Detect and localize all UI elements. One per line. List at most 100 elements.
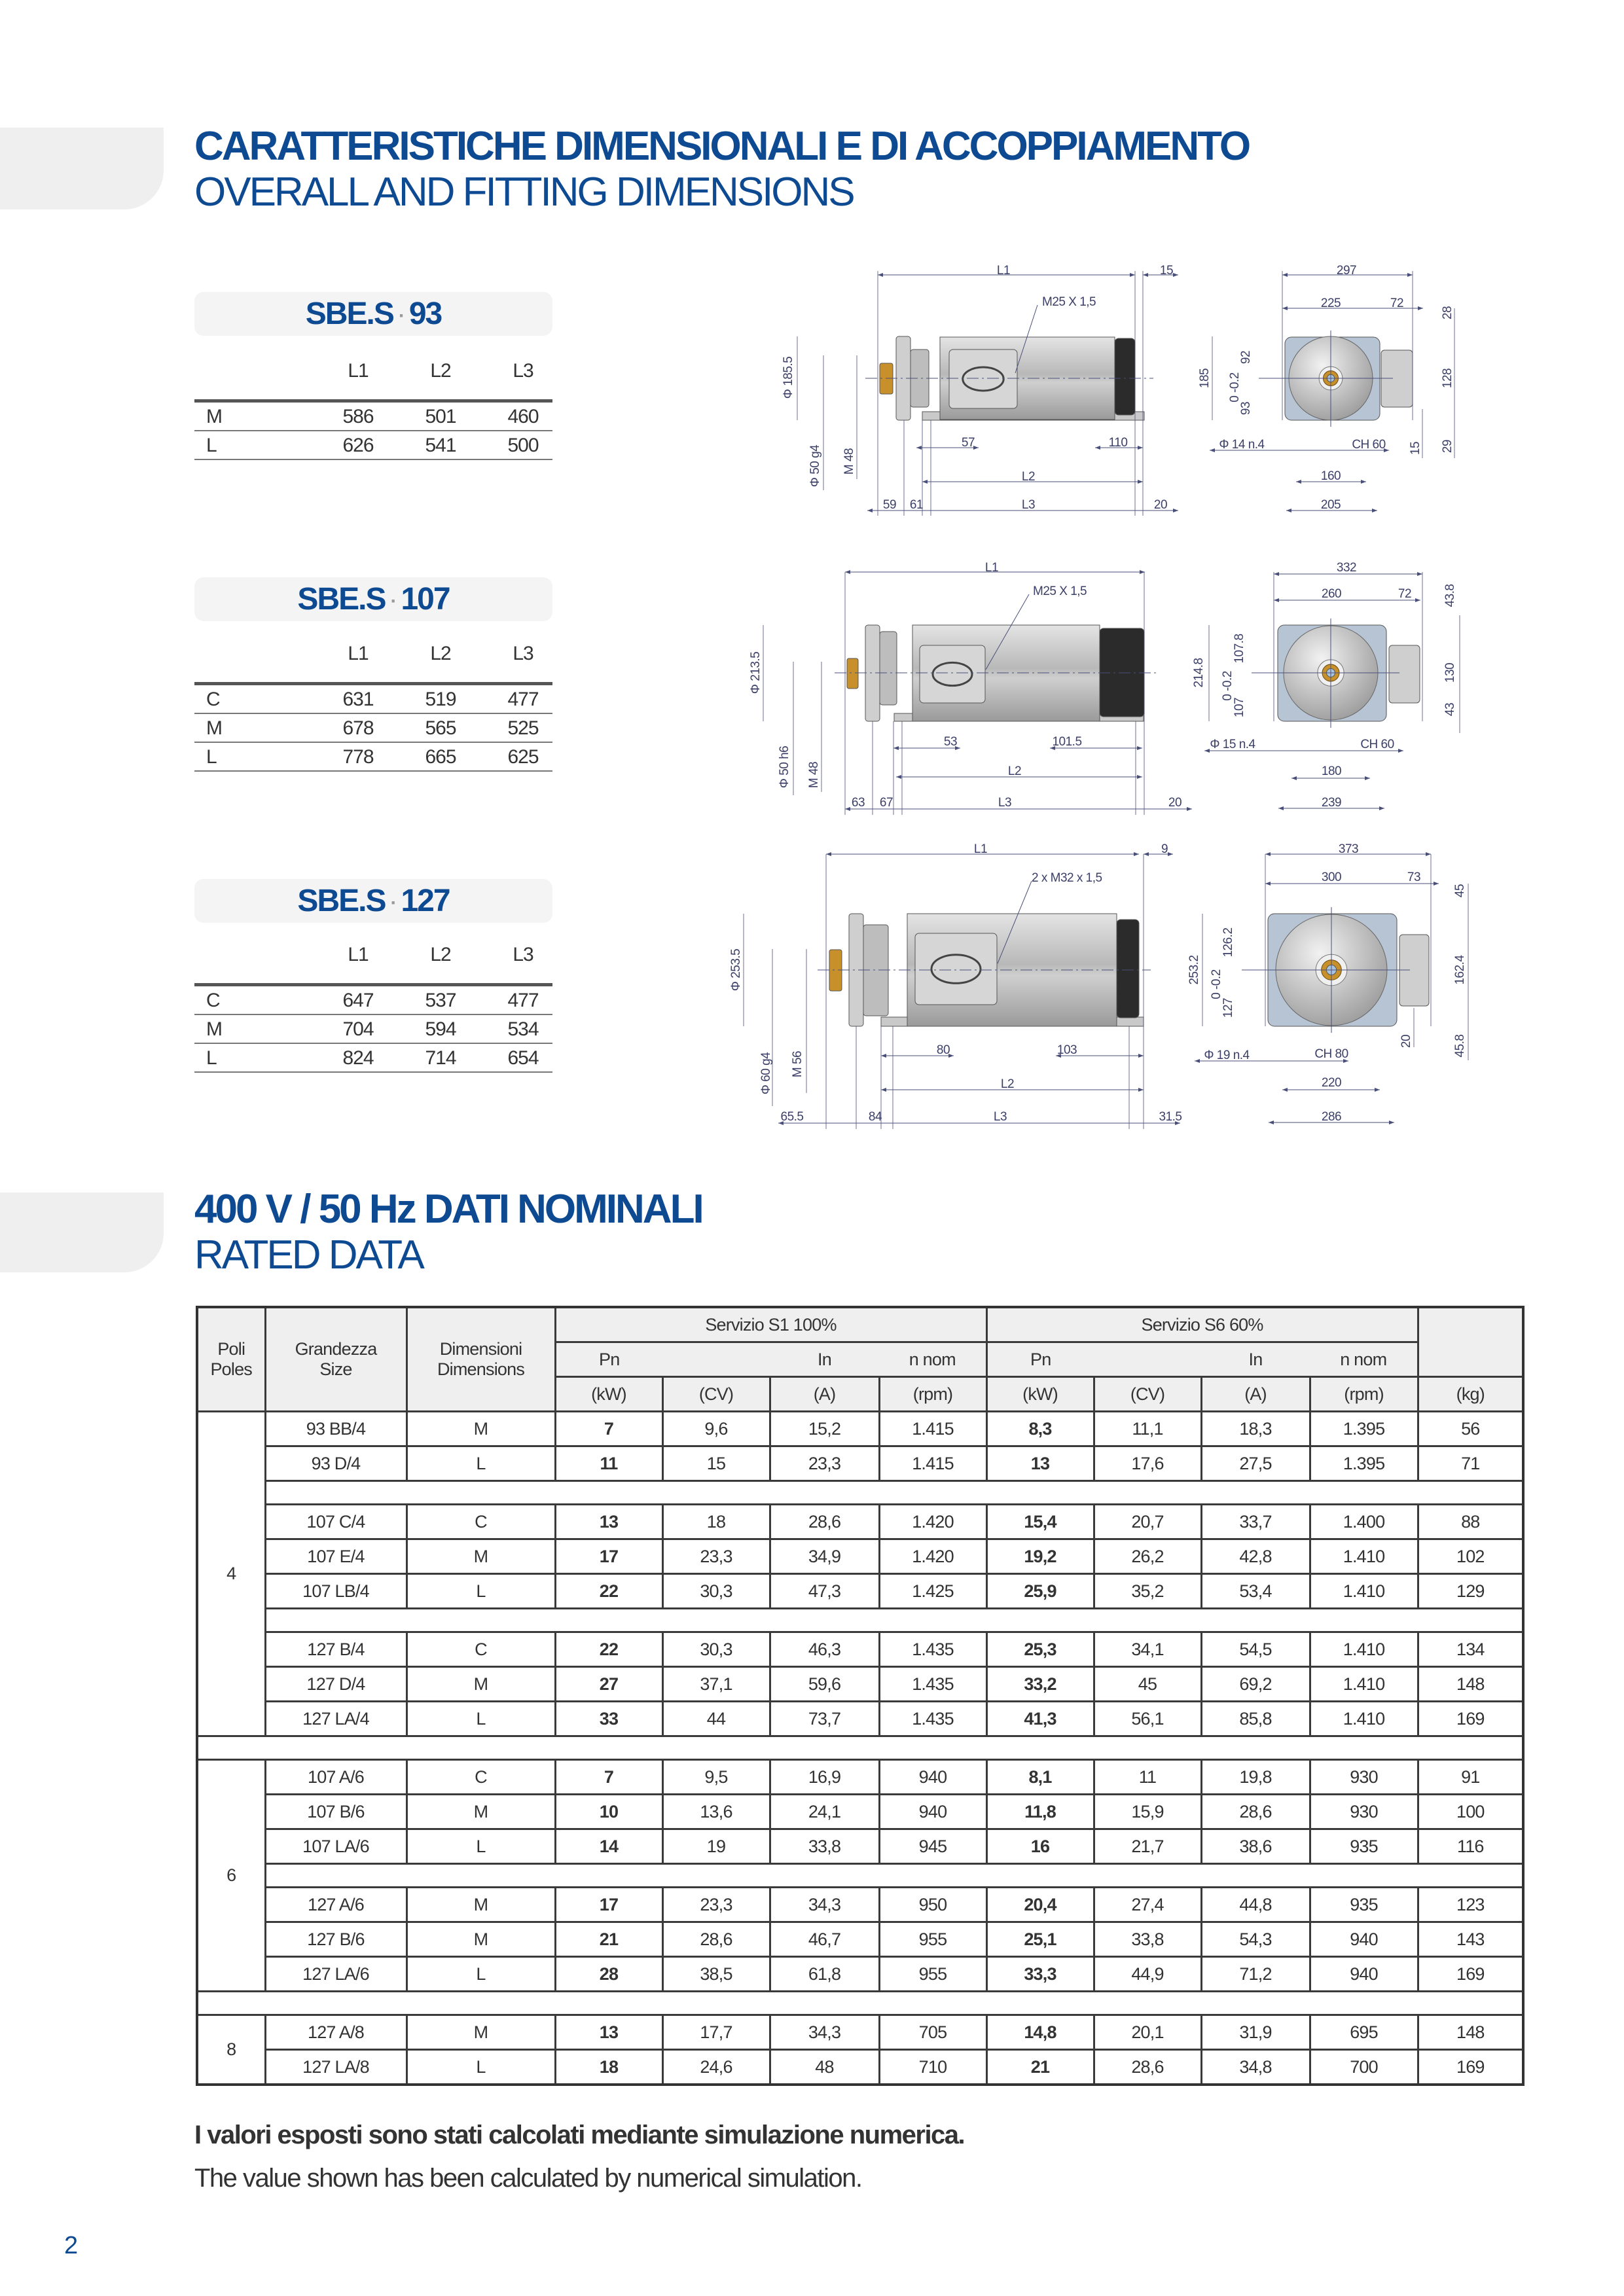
dimension-label-L2: L2 [1001, 1077, 1014, 1091]
block-spacer-row [197, 1480, 1525, 1505]
model-size: 127 [401, 884, 450, 918]
arrowhead [916, 446, 922, 450]
model-title-box: SBE.S · 93 [194, 292, 552, 336]
unit-header: (rpm) [878, 1376, 988, 1412]
s6-value-cell: 15,4 [985, 1503, 1095, 1540]
arrowhead [1407, 273, 1413, 277]
dimensions-title-en: OVERALL AND FITTING DIMENSIONS [194, 170, 856, 215]
table-row: 127 B/4 C 22 30,3 46,3 1.435 25,3 34,1 54,5 1.410… [197, 1631, 1525, 1668]
column-header: L2 [430, 360, 451, 382]
dimension-label-box-width: 72 [1390, 296, 1403, 310]
dimension-label-upper-height: 92 [1239, 351, 1253, 364]
s6-value-cell: 1.410 [1308, 1700, 1419, 1737]
table-cell: 704 [342, 1018, 374, 1040]
arrowhead [1140, 570, 1145, 574]
table-row: 107 LB/4 L 22 30,3 47,3 1.425 25,9 35,2 53,4 1.41… [197, 1573, 1525, 1609]
dimension-label-rear-gap: 20 [1168, 796, 1182, 810]
arrowhead [1134, 852, 1139, 856]
s1-value-cell: 13 [554, 1503, 664, 1540]
dimension-label-flange-len: 84 [869, 1110, 882, 1124]
s6-value-cell: 930 [1308, 1793, 1419, 1830]
s1-value-cell: 940 [878, 1793, 988, 1830]
dimension-cell: M [405, 1538, 556, 1575]
dimension-label-L2: L2 [1008, 764, 1021, 778]
dimension-label-foot-height: 29 [1441, 440, 1454, 453]
arrowhead [1175, 1121, 1180, 1125]
s6-value-cell: 21 [985, 2049, 1095, 2086]
model-prefix: SBE.S [297, 582, 386, 617]
arrowhead [1204, 749, 1210, 753]
s1-value-cell: 48 [768, 2049, 880, 2086]
s6-value-cell: 42,8 [1200, 1538, 1311, 1575]
arrowhead [1050, 746, 1055, 750]
s6-value-cell: 700 [1308, 2049, 1419, 2086]
s6-value-cell: 8,3 [985, 1410, 1095, 1447]
dimension-label-foot-height: 45.8 [1453, 1035, 1467, 1058]
size-cell: 127 A/6 [264, 1886, 408, 1923]
s6-value-cell: 19,2 [985, 1538, 1095, 1575]
dimension-cell: L [405, 1573, 556, 1609]
size-cell: 107 C/4 [264, 1503, 408, 1540]
arrowhead [1095, 446, 1100, 450]
column-header: L1 [348, 360, 369, 382]
row-label: M [206, 717, 223, 739]
s6-value-cell: 54,5 [1200, 1631, 1311, 1668]
arrowhead [1144, 852, 1149, 856]
row-label: L [206, 1047, 217, 1069]
s1-value-cell: 710 [878, 2049, 988, 2086]
dimension-cell: M [405, 1793, 556, 1830]
dimension-label-L3: L3 [994, 1110, 1007, 1124]
header-s1-in: In [770, 1341, 879, 1378]
arrowhead [1137, 746, 1142, 750]
s6-value-cell: 45 [1092, 1666, 1202, 1702]
column-header: L3 [513, 360, 533, 382]
s6-value-cell: 53,4 [1200, 1573, 1311, 1609]
table-row: 127 D/4 M 27 37,1 59,6 1.435 33,2 45 69,2 1.410 14… [197, 1666, 1525, 1702]
arrowhead [878, 273, 883, 277]
dimension-label-lower-height: 93 [1239, 402, 1253, 415]
dimension-label-box-width: 72 [1398, 587, 1411, 601]
size-cell: 127 A/8 [264, 2014, 408, 2051]
weight-cell: 148 [1416, 1666, 1525, 1702]
dimension-cell: M [405, 1666, 556, 1702]
s1-value-cell: 940 [878, 1759, 988, 1795]
s1-value-cell: 34,3 [768, 1886, 880, 1923]
dimension-label-box-top: 45 [1453, 884, 1467, 897]
dimension-cell: M [405, 1921, 556, 1958]
dimension-label-lower-height: 127 [1221, 998, 1235, 1018]
dimension-label-cable-thread: M25 X 1,5 [1033, 584, 1087, 598]
weight-cell: 88 [1416, 1503, 1525, 1540]
s6-value-cell: 33,2 [985, 1666, 1095, 1702]
dimension-label-flange-dia: Φ 213.5 [749, 652, 763, 694]
s6-value-cell: 25,9 [985, 1573, 1095, 1609]
s6-value-cell: 44,9 [1092, 1956, 1202, 1992]
arrowhead [922, 480, 928, 484]
poles-cell: 6 [196, 1759, 266, 1992]
dimension-label-hole-dia: Φ 19 n.4 [1204, 1049, 1250, 1062]
s1-value-cell: 950 [878, 1886, 988, 1923]
table-cell: 824 [342, 1047, 374, 1069]
s1-value-cell: 13,6 [661, 1793, 771, 1830]
dimension-table: L1 L2 L3 C 647 537 477 M 704 594 534 L 824 714 654 [194, 942, 552, 1073]
dimension-label-flange-dia: Φ 253.5 [729, 949, 743, 991]
table-row: L 778 665 625 [194, 743, 552, 772]
dimension-cell: L [405, 1700, 556, 1737]
arrowhead [1278, 806, 1284, 810]
dimension-label-L2: L2 [1022, 470, 1035, 484]
s6-value-cell: 1.400 [1308, 1503, 1419, 1540]
s1-value-cell: 46,7 [768, 1921, 880, 1958]
s6-value-cell: 1.410 [1308, 1631, 1419, 1668]
s1-value-cell: 18 [554, 2049, 664, 2086]
arrowhead [1375, 1088, 1380, 1092]
dimensions-title-it: CARATTERISTICHE DIMENSIONALI E DI ACCOPP… [194, 124, 1251, 169]
s1-value-cell: 11 [554, 1445, 664, 1482]
dimension-label-shaft-dia: Φ 60 g4 [759, 1052, 773, 1094]
model-separator: · [398, 304, 405, 327]
dimension-label-shaft-thread: M 56 [791, 1051, 804, 1077]
dimension-cell: C [405, 1631, 556, 1668]
table-row: 8 127 A/8 M 13 17,7 34,3 705 14,8 20,1 31,9 695 148 [196, 2014, 1525, 2086]
table-row: 4 93 BB/4 M 7 9,6 15,2 1.415 8,3 11,1 18,3 1.395 56 [196, 1410, 1525, 1737]
shaft-nut [846, 658, 859, 689]
model-title-box: SBE.S · 127 [194, 879, 552, 923]
weight-cell: 134 [1416, 1631, 1525, 1668]
